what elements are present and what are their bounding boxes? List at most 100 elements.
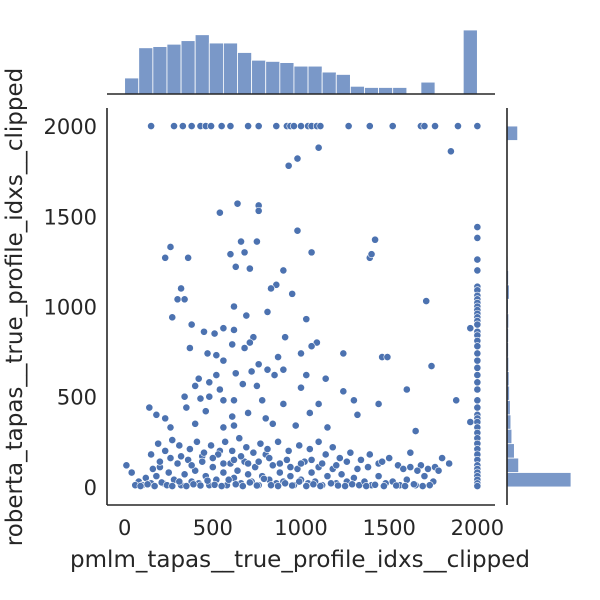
- scatter-point: [145, 403, 154, 412]
- scatter-point: [314, 143, 323, 152]
- scatter-point: [406, 463, 415, 472]
- scatter-point: [180, 392, 189, 401]
- scatter-point: [198, 457, 207, 466]
- scatter-point: [279, 400, 288, 408]
- x-axis-label: pmlm_tapas__true_profile_idxs__clipped: [70, 547, 530, 573]
- scatter-point: [425, 481, 434, 490]
- scatter-point: [173, 459, 182, 468]
- scatter-point: [406, 448, 415, 457]
- top-hist-bar: [307, 65, 323, 95]
- top-hist-bar: [237, 52, 253, 95]
- top-hist-bar: [222, 42, 238, 95]
- scatter-point: [147, 450, 155, 459]
- scatter-point: [180, 295, 189, 304]
- scatter-point: [217, 122, 226, 130]
- scatter-point: [286, 463, 295, 472]
- scatter-point: [327, 479, 335, 488]
- scatter-point: [161, 253, 170, 262]
- scatter-point: [275, 468, 284, 477]
- scatter-point: [332, 461, 341, 470]
- scatter-point: [210, 480, 219, 489]
- scatter-point: [219, 468, 228, 477]
- scatter-point: [122, 461, 131, 470]
- scatter-point: [335, 454, 344, 462]
- scatter-point: [466, 418, 475, 426]
- scatter-point: [260, 474, 268, 483]
- scatter-point: [233, 199, 242, 208]
- scatter-point: [263, 308, 272, 316]
- scatter-point: [388, 122, 397, 130]
- scatter-point: [191, 419, 200, 428]
- scatter-point: [321, 450, 330, 459]
- scatter-point: [207, 122, 215, 130]
- scatter-point: [175, 477, 184, 486]
- top-marginal-histogram: [124, 29, 478, 95]
- scatter-point: [258, 396, 267, 405]
- scatter-point: [374, 472, 383, 481]
- scatter-point: [205, 378, 214, 387]
- scatter-point: [221, 437, 230, 446]
- scatter-point: [353, 410, 362, 419]
- scatter-point: [205, 392, 214, 401]
- scatter-point: [184, 455, 193, 464]
- scatter-point: [203, 349, 212, 358]
- scatter-point: [217, 482, 226, 490]
- scatter-point: [240, 248, 249, 257]
- scatter-point: [323, 472, 332, 481]
- scatter-point: [263, 365, 272, 374]
- x-tick-label: 2000: [451, 516, 504, 540]
- top-hist-bar: [349, 85, 365, 95]
- scatter-point: [346, 448, 355, 457]
- top-hist-bar: [251, 59, 267, 95]
- scatter-point: [348, 480, 357, 489]
- top-hist-bar: [335, 74, 351, 95]
- scatter-point: [244, 122, 252, 130]
- scatter-point: [316, 482, 325, 490]
- scatter-point: [409, 480, 418, 489]
- scatter-point: [339, 387, 348, 396]
- scatter-point: [267, 481, 275, 490]
- scatter-point: [166, 454, 175, 462]
- scatter-point: [230, 326, 238, 334]
- scatter-point: [431, 122, 439, 130]
- x-tick-label: 1500: [362, 516, 415, 540]
- scatter-point: [152, 472, 161, 481]
- scatter-point: [228, 340, 237, 349]
- scatter-point: [245, 338, 254, 347]
- scatter-point: [473, 403, 482, 412]
- scatter-point: [247, 367, 256, 376]
- scatter-point: [438, 454, 446, 462]
- scatter-point: [233, 466, 242, 475]
- scatter-point: [295, 477, 304, 486]
- scatter-point: [417, 461, 425, 470]
- scatter-point: [185, 445, 194, 453]
- scatter-point: [268, 419, 277, 428]
- top-hist-bar: [378, 87, 394, 95]
- scatter-point: [263, 445, 272, 453]
- scatter-point: [235, 434, 244, 443]
- x-tick-label: 500: [193, 516, 233, 540]
- top-hist-bar: [279, 62, 295, 95]
- scatter-point: [295, 441, 304, 450]
- top-hist-bar: [152, 46, 168, 95]
- scatter-point: [168, 436, 177, 444]
- scatter-point: [254, 360, 263, 369]
- top-hist-bar: [364, 87, 379, 95]
- scatter-point: [323, 423, 332, 432]
- y-tick-label: 1500: [44, 205, 97, 229]
- scatter-point: [383, 353, 392, 361]
- scatter-point: [161, 414, 170, 423]
- scatter-point: [284, 161, 293, 170]
- scatter-point: [302, 315, 311, 324]
- scatter-point: [148, 465, 157, 473]
- scatter-point: [274, 353, 282, 361]
- scatter-point: [203, 476, 212, 485]
- scatter-point: [245, 264, 254, 273]
- scatter-point: [164, 468, 173, 477]
- scatter-point: [411, 427, 420, 435]
- scatter-point: [362, 482, 371, 490]
- scatter-point: [379, 482, 388, 490]
- scatter-point: [212, 371, 221, 379]
- scatter-point: [473, 266, 482, 275]
- scatter-point: [175, 441, 184, 450]
